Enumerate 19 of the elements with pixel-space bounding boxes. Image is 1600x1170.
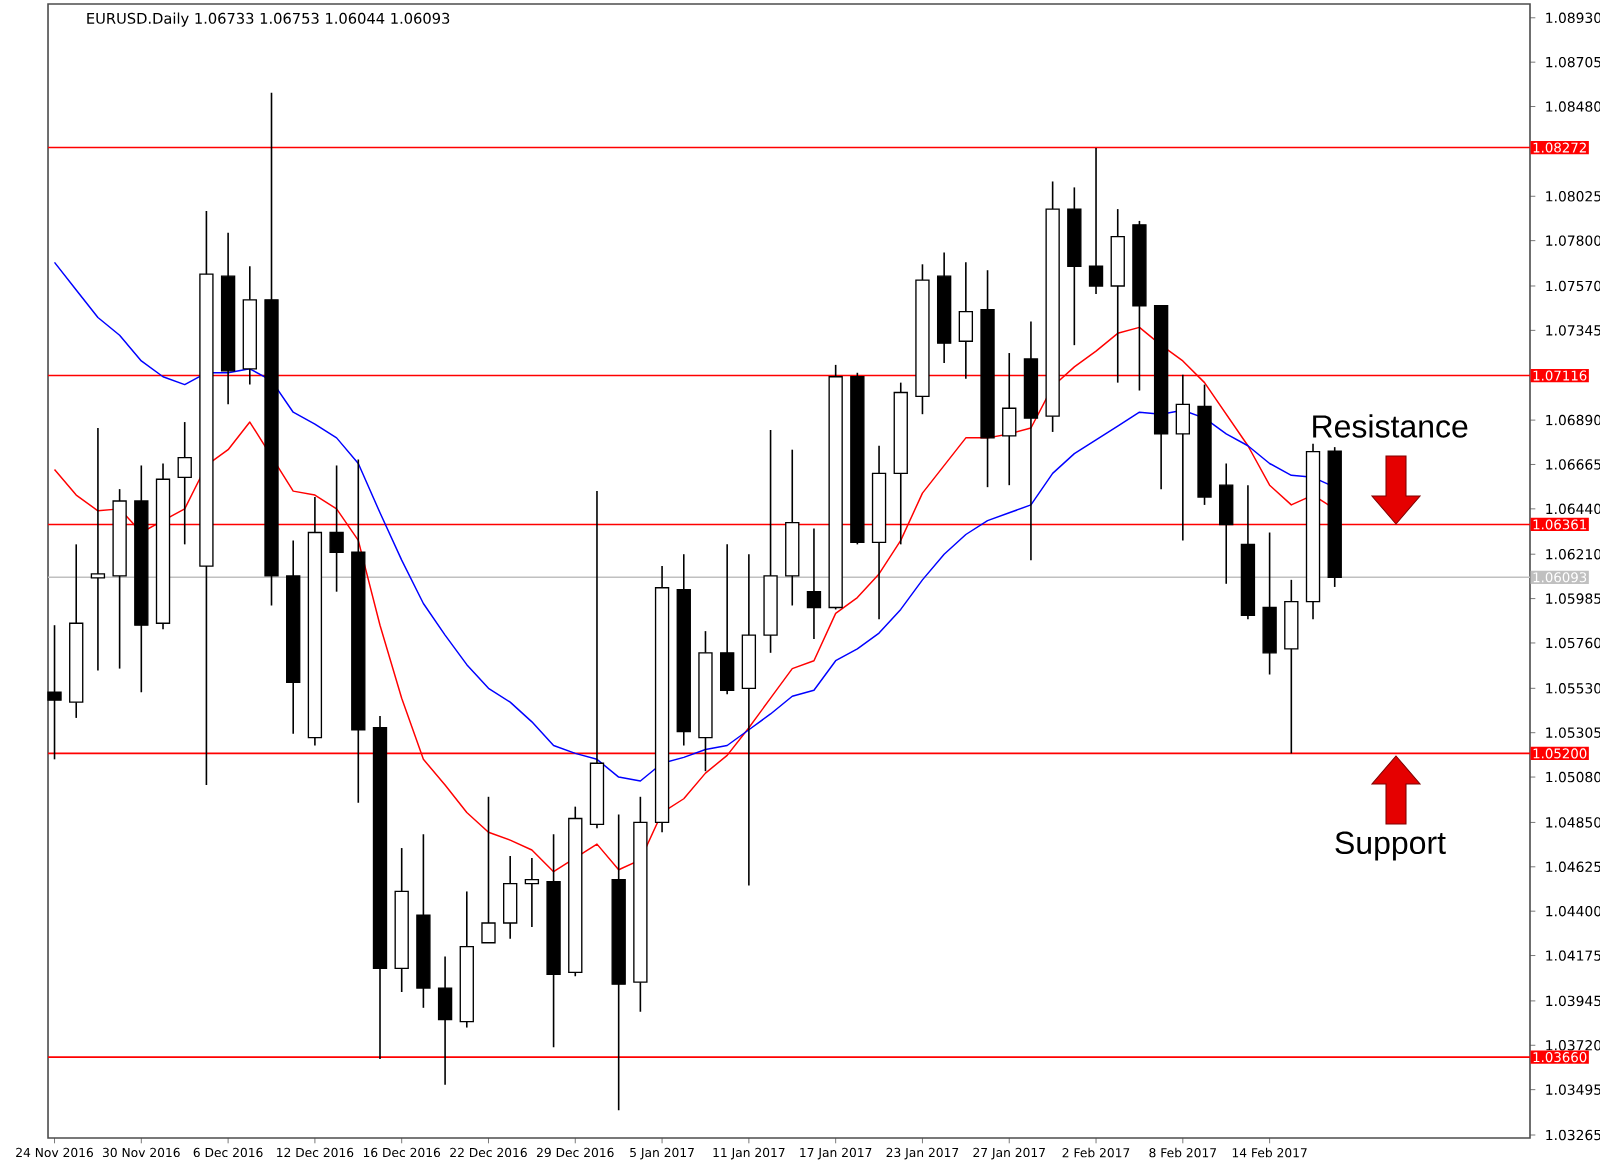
candlestick (806, 527, 822, 640)
candlestick (1219, 462, 1234, 585)
candlestick (47, 624, 62, 761)
annotation: Support (1335, 831, 1446, 861)
candlestick (1175, 373, 1191, 542)
candlestick (1002, 352, 1017, 486)
annotation: Resistance (1313, 414, 1468, 438)
candlestick (177, 421, 192, 546)
candlestick (481, 795, 496, 944)
candlestick (1284, 579, 1299, 755)
candlestick (719, 543, 735, 696)
candlestick (1262, 531, 1277, 676)
candlestick (503, 855, 518, 940)
candlestick (437, 955, 453, 1086)
candlestick (958, 261, 974, 380)
candlestick (1088, 147, 1104, 295)
candlestick (90, 427, 106, 672)
candlestick (329, 464, 344, 593)
candlestick (524, 857, 540, 928)
